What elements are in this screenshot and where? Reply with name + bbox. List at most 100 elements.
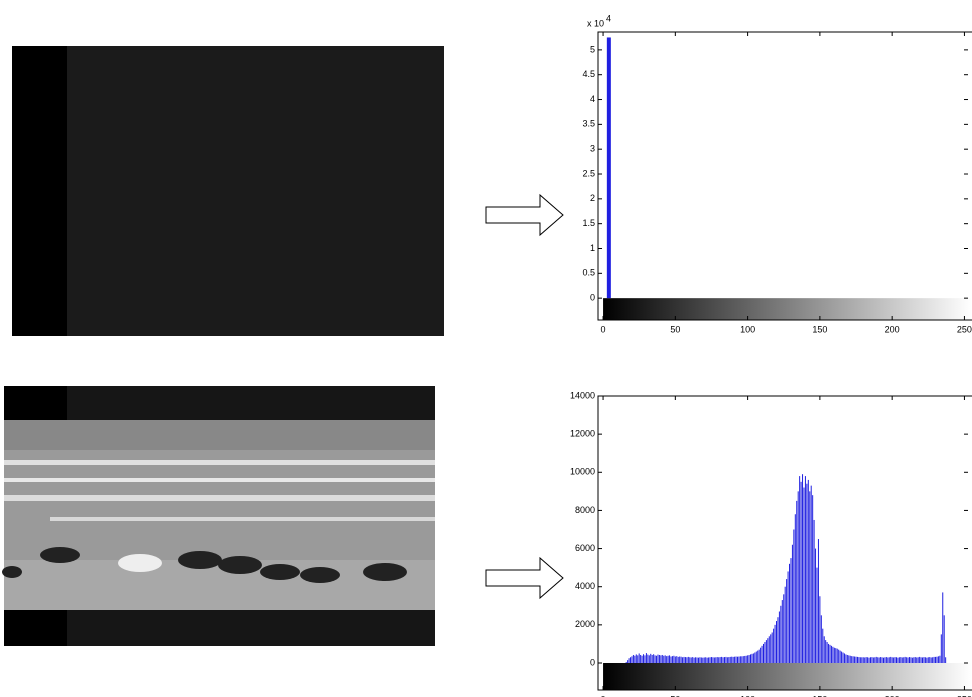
bar: [862, 657, 864, 663]
bar: [916, 657, 918, 663]
bar: [820, 615, 822, 663]
x-tick-label: 200: [885, 694, 900, 697]
bar: [606, 37, 611, 299]
bar: [856, 656, 858, 663]
bar: [773, 628, 775, 663]
bar: [744, 655, 746, 663]
x-tick-label: 200: [885, 324, 900, 334]
bar: [763, 643, 765, 663]
x-tick-label: 0: [601, 694, 606, 697]
bar: [903, 657, 905, 663]
bar: [838, 649, 840, 663]
bar: [658, 654, 660, 663]
bar: [719, 657, 721, 663]
bar: [781, 600, 783, 663]
bar: [628, 658, 630, 663]
bar: [667, 655, 669, 663]
bar: [697, 657, 699, 663]
bar: [891, 657, 893, 663]
bar: [674, 656, 676, 663]
bar: [638, 653, 640, 663]
bar: [872, 657, 874, 663]
bar: [722, 657, 724, 663]
bar: [935, 656, 937, 663]
bar: [676, 656, 678, 663]
bar: [799, 476, 801, 663]
bar: [893, 657, 895, 663]
bar: [686, 657, 688, 663]
bar: [770, 634, 772, 663]
bar: [660, 655, 662, 663]
bar: [880, 657, 882, 663]
x-tick-label: 250: [957, 324, 972, 334]
bar: [940, 634, 942, 663]
bar: [703, 657, 705, 663]
bar: [723, 657, 725, 663]
bar: [755, 651, 757, 663]
bar: [673, 655, 675, 663]
bar: [640, 654, 642, 663]
colorbar: [603, 662, 972, 690]
y-tick-label: 5: [590, 44, 595, 54]
bar: [715, 657, 717, 663]
y-tick-label: 14000: [570, 390, 595, 400]
bar: [907, 657, 909, 663]
bar: [829, 644, 831, 663]
bar: [651, 654, 653, 663]
bar: [881, 657, 883, 663]
y-tick-label: 4: [590, 94, 595, 104]
bar: [909, 657, 911, 663]
bar: [641, 655, 643, 663]
bar: [830, 645, 832, 663]
bar: [878, 657, 880, 663]
bar: [911, 657, 913, 663]
bar: [664, 655, 666, 663]
bar: [645, 653, 647, 663]
bar: [754, 652, 756, 663]
bar: [666, 656, 668, 663]
y-tick-label: 0.5: [582, 268, 595, 278]
bar: [661, 654, 663, 663]
x-tick-label: 150: [812, 694, 827, 697]
bar: [913, 657, 915, 663]
bar: [855, 656, 857, 663]
bar: [712, 657, 714, 663]
bar: [695, 657, 697, 663]
y-tick-label: 2000: [575, 619, 595, 629]
bar: [692, 657, 694, 663]
bar: [687, 656, 689, 663]
bar: [751, 653, 753, 663]
bar: [924, 657, 926, 663]
bar: [761, 645, 763, 663]
bar: [936, 656, 938, 663]
bar: [885, 657, 887, 663]
bar: [745, 655, 747, 663]
bar: [669, 655, 671, 663]
bar: [868, 657, 870, 663]
bar: [937, 656, 939, 663]
bar: [865, 657, 867, 663]
bar: [822, 628, 824, 663]
y-tick-label: 12000: [570, 429, 595, 439]
bar: [750, 654, 752, 663]
bar: [810, 485, 812, 663]
bar: [842, 652, 844, 663]
bar: [904, 656, 906, 663]
y-tick-label: 6000: [575, 543, 595, 553]
bar: [630, 657, 632, 663]
bar: [945, 657, 947, 663]
y-tick-label: 3.5: [582, 119, 595, 129]
bar: [890, 656, 892, 663]
bar: [794, 514, 796, 663]
colorbar: [603, 298, 972, 320]
bar: [786, 579, 788, 663]
bar: [710, 657, 712, 663]
bar: [787, 571, 789, 663]
bar: [929, 657, 931, 663]
y-tick-label: 3: [590, 144, 595, 154]
bar: [742, 656, 744, 663]
bar: [728, 657, 730, 663]
bar: [828, 643, 830, 663]
bar: [887, 657, 889, 663]
